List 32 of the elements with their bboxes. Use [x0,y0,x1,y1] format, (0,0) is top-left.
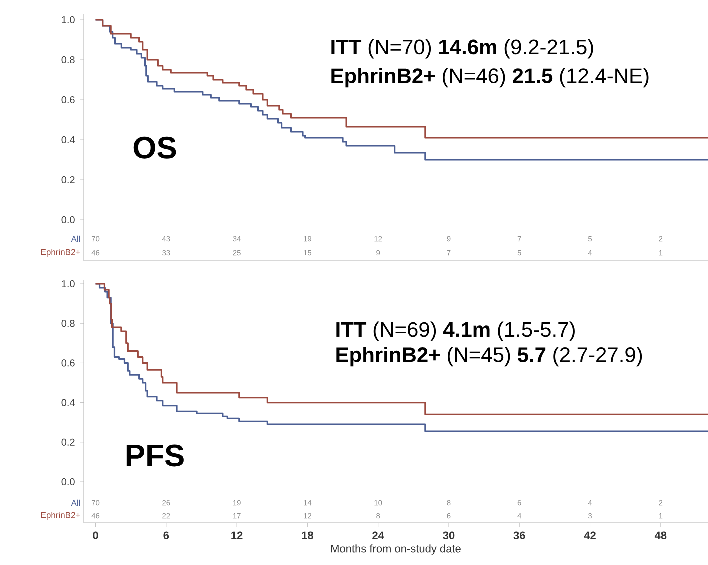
x-tick-label: 24 [372,532,384,540]
y-tick-label: 0.4 [62,399,75,406]
annotation: EphrinB2+ (N=45) 5.7 (2.7-27.9) [336,346,642,367]
text: EphrinB2+ [41,512,80,520]
text: All [71,236,80,242]
y-tick-label: 0.6 [62,96,75,104]
y-tick-label: 0.0 [62,478,75,486]
y-tick-label: 0.8 [62,56,75,64]
annotation: ITT (N=69) 4.1m (1.5-5.7) [336,322,575,342]
y-tick-label: 0.2 [62,438,75,446]
x-tick-label: 0 [93,532,98,540]
x-tick-label: 36 [514,532,526,540]
annotation: PFS [126,444,184,467]
annotation: ITT (N=70) 14.6m (9.2-21.5) [332,39,594,59]
x-axis-title: Months from on-study date [331,544,461,555]
y-tick-label: 0.6 [62,360,75,367]
y-tick-label: 0.0 [62,216,75,224]
x-tick-label: 42 [584,532,596,540]
y-tick-label: 0.2 [62,176,75,184]
y-tick-label: 1.0 [62,16,75,24]
text: All [71,500,80,506]
x-tick-label: 18 [302,532,314,540]
x-tick-label: 48 [654,532,667,540]
annotation: OS [134,136,176,159]
y-tick-label: 1.0 [62,280,75,288]
annotation: EphrinB2+ (N=46) 21.5 (12.4-NE) [332,68,649,88]
x-tick-label: 30 [443,532,455,540]
x-tick-label: 12 [232,532,243,540]
text: EphrinB2+ [41,249,80,257]
y-tick-label: 0.4 [62,136,75,144]
y-tick-label: 0.8 [62,320,75,328]
x-tick-label: 6 [164,532,170,540]
